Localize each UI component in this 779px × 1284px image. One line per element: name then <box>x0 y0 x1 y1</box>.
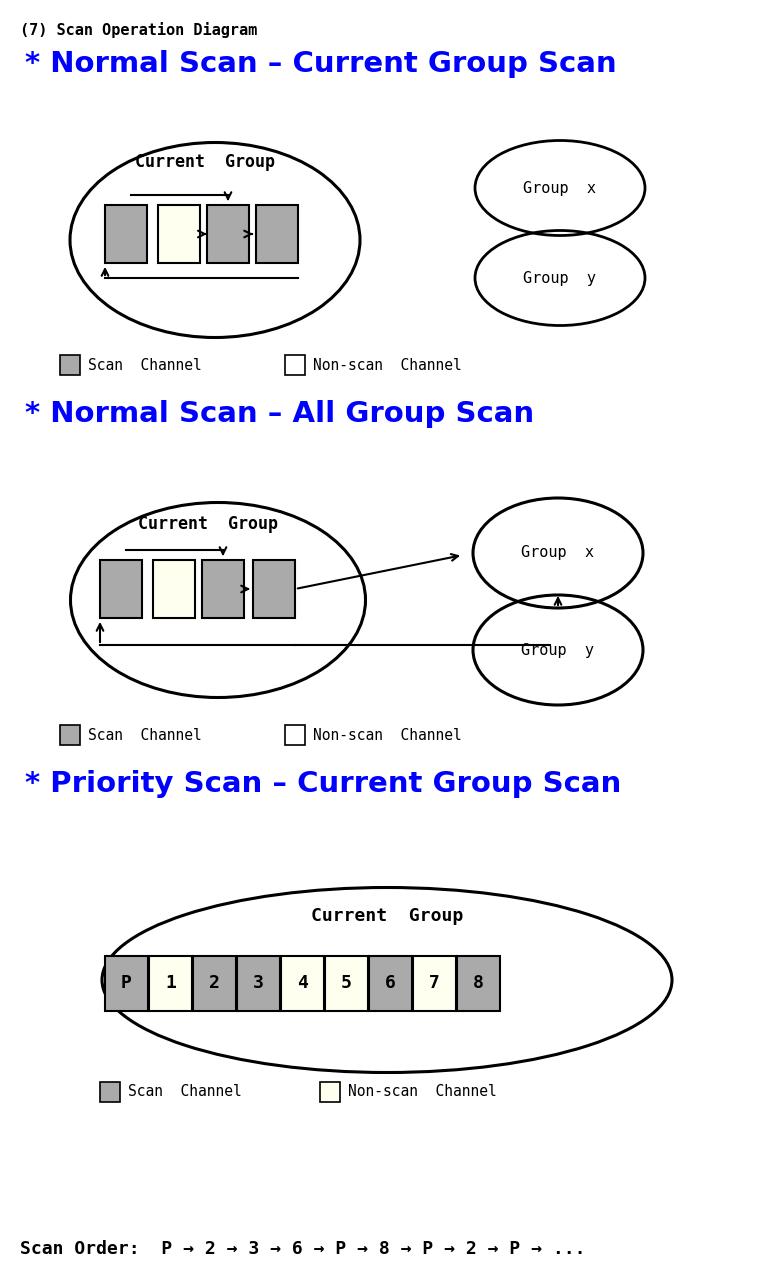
FancyBboxPatch shape <box>105 957 148 1011</box>
FancyBboxPatch shape <box>153 560 195 618</box>
FancyBboxPatch shape <box>457 957 500 1011</box>
FancyBboxPatch shape <box>193 957 236 1011</box>
FancyBboxPatch shape <box>158 205 200 263</box>
FancyBboxPatch shape <box>207 205 249 263</box>
FancyBboxPatch shape <box>369 957 412 1011</box>
Text: 3: 3 <box>253 975 264 993</box>
FancyBboxPatch shape <box>60 725 80 745</box>
Text: Scan  Channel: Scan Channel <box>128 1085 241 1099</box>
Text: 4: 4 <box>297 975 308 993</box>
FancyBboxPatch shape <box>285 725 305 745</box>
FancyBboxPatch shape <box>202 560 244 618</box>
Text: 7: 7 <box>429 975 440 993</box>
FancyBboxPatch shape <box>413 957 456 1011</box>
Text: 8: 8 <box>473 975 484 993</box>
Text: Non-scan  Channel: Non-scan Channel <box>313 357 462 372</box>
Text: Scan  Channel: Scan Channel <box>88 357 202 372</box>
FancyBboxPatch shape <box>285 354 305 375</box>
Text: 5: 5 <box>341 975 352 993</box>
FancyBboxPatch shape <box>149 957 192 1011</box>
FancyBboxPatch shape <box>325 957 368 1011</box>
Text: Group  y: Group y <box>521 642 594 657</box>
Text: Group  x: Group x <box>521 546 594 561</box>
Text: Current  Group: Current Group <box>135 153 275 171</box>
Text: Group  y: Group y <box>523 271 597 285</box>
Text: * Normal Scan – Current Group Scan: * Normal Scan – Current Group Scan <box>25 50 617 78</box>
FancyBboxPatch shape <box>281 957 324 1011</box>
FancyBboxPatch shape <box>320 1082 340 1102</box>
Text: 6: 6 <box>385 975 396 993</box>
Text: Scan  Channel: Scan Channel <box>88 728 202 742</box>
FancyBboxPatch shape <box>237 957 280 1011</box>
Text: Scan Order:  P → 2 → 3 → 6 → P → 8 → P → 2 → P → ...: Scan Order: P → 2 → 3 → 6 → P → 8 → P → … <box>20 1240 586 1258</box>
Text: (7) Scan Operation Diagram: (7) Scan Operation Diagram <box>20 22 257 39</box>
Text: P: P <box>121 975 132 993</box>
FancyBboxPatch shape <box>253 560 295 618</box>
Text: * Normal Scan – All Group Scan: * Normal Scan – All Group Scan <box>25 401 534 428</box>
Text: 2: 2 <box>209 975 220 993</box>
FancyBboxPatch shape <box>256 205 298 263</box>
Text: Current  Group: Current Group <box>311 907 464 924</box>
FancyBboxPatch shape <box>100 560 142 618</box>
Text: * Priority Scan – Current Group Scan: * Priority Scan – Current Group Scan <box>25 770 621 797</box>
FancyBboxPatch shape <box>100 1082 120 1102</box>
Text: 1: 1 <box>165 975 176 993</box>
Text: Non-scan  Channel: Non-scan Channel <box>313 728 462 742</box>
Text: Non-scan  Channel: Non-scan Channel <box>348 1085 497 1099</box>
Text: Group  x: Group x <box>523 181 597 195</box>
FancyBboxPatch shape <box>60 354 80 375</box>
FancyBboxPatch shape <box>105 205 147 263</box>
Text: Current  Group: Current Group <box>138 515 278 533</box>
